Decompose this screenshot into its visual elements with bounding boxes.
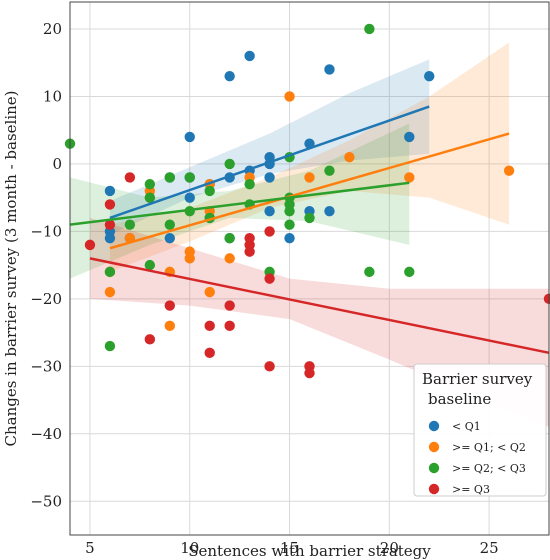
- point-ge-q3: [224, 320, 235, 332]
- point-ge-q3: [304, 367, 315, 379]
- point-ge-q1-lt-q2: [284, 91, 295, 102]
- point-lt-q1: [224, 71, 235, 82]
- point-ge-q3: [104, 219, 116, 230]
- point-ge-q2-lt-q3: [244, 178, 255, 190]
- point-lt-q1: [264, 205, 275, 217]
- point-ge-q1-lt-q2: [304, 172, 315, 183]
- legend-marker: [428, 420, 440, 432]
- legend-title: baseline: [428, 390, 491, 408]
- point-lt-q1: [324, 64, 335, 75]
- regression-lines: [69, 105, 550, 355]
- point-ge-q2-lt-q3: [104, 340, 116, 352]
- tick-labels: 5 10 15 20 25 −50 −40 −30 −20 −10 0 10 20: [30, 20, 498, 557]
- y-tick-label: 20: [43, 20, 62, 38]
- point-ge-q3: [204, 320, 215, 332]
- x-tick-label: 5: [85, 539, 95, 557]
- legend-marker: [428, 441, 440, 453]
- fit-line-ge-q2-lt-q3: [69, 181, 410, 226]
- point-ge-q2-lt-q3: [144, 259, 156, 271]
- point-ge-q3: [104, 199, 116, 210]
- point-ge-q3: [543, 293, 550, 305]
- point-ge-q3: [264, 273, 275, 284]
- point-ge-q2-lt-q3: [284, 205, 295, 217]
- point-lt-q1: [324, 205, 335, 217]
- point-lt-q1: [264, 172, 275, 183]
- point-lt-q1: [244, 50, 255, 62]
- point-ge-q2-lt-q3: [324, 165, 335, 176]
- point-lt-q1: [164, 232, 175, 244]
- x-tick-label: 20: [380, 539, 399, 557]
- point-ge-q2-lt-q3: [104, 266, 116, 278]
- point-ge-q2-lt-q3: [184, 172, 195, 183]
- fit-line-ge-q1-lt-q2: [109, 132, 510, 250]
- point-ge-q1-lt-q2: [164, 320, 175, 332]
- point-ge-q1-lt-q2: [104, 286, 116, 298]
- point-ge-q2-lt-q3: [224, 158, 235, 170]
- point-ge-q3: [264, 361, 275, 372]
- legend-marker: [428, 462, 440, 474]
- point-ge-q1-lt-q2: [404, 172, 415, 183]
- band-ge-q2-lt-q3: [70, 123, 410, 279]
- legend-entry: >= Q2; < Q3: [452, 462, 526, 475]
- y-tick-label: −10: [30, 222, 62, 240]
- point-lt-q1: [284, 232, 295, 244]
- point-lt-q1: [104, 185, 116, 197]
- point-ge-q3: [224, 300, 235, 311]
- fit-line-ge-q3: [89, 257, 550, 355]
- y-tick-label: −50: [30, 492, 62, 510]
- y-tick-label: 10: [43, 87, 62, 105]
- legend-entry: < Q1: [452, 420, 481, 433]
- point-ge-q1-lt-q2: [503, 165, 515, 176]
- legend-title: Barrier survey: [422, 370, 533, 388]
- legend-marker: [428, 483, 440, 495]
- point-ge-q2-lt-q3: [144, 192, 156, 203]
- point-ge-q3: [264, 226, 275, 237]
- point-ge-q1-lt-q2: [344, 151, 355, 163]
- data-points: [64, 23, 550, 379]
- x-tick-label: 25: [480, 539, 499, 557]
- legend-entry: >= Q3: [452, 483, 490, 496]
- point-ge-q1-lt-q2: [204, 286, 215, 298]
- point-ge-q2-lt-q3: [304, 212, 315, 224]
- point-ge-q3: [124, 172, 136, 183]
- point-ge-q2-lt-q3: [364, 266, 375, 278]
- point-ge-q1-lt-q2: [224, 253, 235, 264]
- point-lt-q1: [104, 232, 116, 244]
- point-ge-q2-lt-q3: [224, 232, 235, 244]
- y-tick-label: 0: [52, 155, 62, 173]
- point-ge-q3: [164, 300, 175, 311]
- point-ge-q2-lt-q3: [404, 266, 415, 278]
- point-ge-q3: [84, 239, 96, 251]
- point-ge-q2-lt-q3: [164, 172, 175, 183]
- point-lt-q1: [184, 131, 195, 143]
- point-lt-q1: [184, 192, 195, 203]
- grid: [70, 2, 549, 535]
- legend: Barrier survey baseline < Q1 >= Q1; < Q2 >= …: [413, 363, 547, 497]
- point-ge-q3: [144, 334, 156, 345]
- point-lt-q1: [424, 71, 435, 82]
- point-ge-q2-lt-q3: [364, 23, 375, 35]
- point-ge-q3: [204, 347, 215, 359]
- point-ge-q2-lt-q3: [124, 219, 136, 230]
- fit-line-lt-q1: [109, 105, 430, 220]
- x-axis-label: Sentences with barrier strategy: [188, 542, 431, 560]
- y-tick-label: −40: [30, 425, 62, 443]
- plot-frame: [69, 1, 550, 536]
- y-axis-label: Changes in barrier survey (3 month - bas…: [2, 90, 20, 446]
- point-ge-q2-lt-q3: [164, 219, 175, 230]
- y-tick-label: −20: [30, 290, 62, 308]
- y-tick-label: −30: [30, 357, 62, 375]
- legend-box: [413, 363, 547, 497]
- point-lt-q1: [404, 131, 415, 143]
- x-tick-label: 10: [180, 539, 199, 557]
- point-ge-q2-lt-q3: [144, 178, 156, 190]
- point-ge-q1-lt-q2: [184, 253, 195, 264]
- point-ge-q2-lt-q3: [204, 185, 215, 197]
- x-tick-label: 15: [280, 539, 299, 557]
- point-ge-q3: [244, 246, 255, 257]
- legend-entry: >= Q1; < Q2: [452, 441, 526, 454]
- point-ge-q2-lt-q3: [284, 219, 295, 230]
